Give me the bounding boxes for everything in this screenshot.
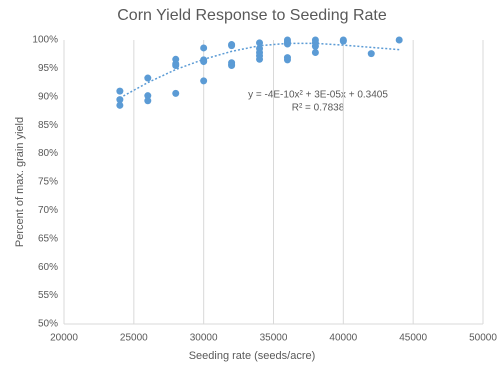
x-tick-label: 20000 bbox=[50, 333, 78, 344]
x-tick-label: 30000 bbox=[190, 333, 218, 344]
y-tick-label: 65% bbox=[38, 233, 58, 244]
y-tick-label: 90% bbox=[38, 91, 58, 102]
x-tick-label: 25000 bbox=[120, 333, 148, 344]
data-point bbox=[172, 62, 180, 70]
y-tick-label: 100% bbox=[32, 35, 58, 46]
trendline-equation: y = -4E-10x² + 3E-05x + 0.3405 bbox=[248, 90, 388, 101]
data-point bbox=[116, 96, 124, 104]
data-point bbox=[200, 58, 208, 66]
data-point bbox=[256, 39, 264, 47]
data-point bbox=[367, 50, 375, 58]
r-squared: R² = 0.7838 bbox=[292, 103, 345, 114]
x-tick-label: 45000 bbox=[399, 333, 427, 344]
data-point bbox=[116, 101, 124, 109]
x-tick-label: 40000 bbox=[329, 333, 357, 344]
data-point bbox=[200, 77, 208, 85]
data-point bbox=[339, 37, 347, 45]
y-tick-label: 75% bbox=[38, 177, 58, 188]
data-point bbox=[116, 87, 124, 95]
y-axis-title: Percent of max. grain yield bbox=[14, 117, 26, 247]
y-tick-label: 55% bbox=[38, 290, 58, 301]
data-point bbox=[395, 36, 403, 44]
data-point bbox=[144, 92, 152, 100]
y-tick-label: 95% bbox=[38, 63, 58, 74]
x-tick-label: 35000 bbox=[260, 333, 288, 344]
data-point bbox=[228, 62, 236, 70]
data-point bbox=[311, 48, 319, 56]
data-point bbox=[144, 74, 152, 82]
x-axis-title: Seeding rate (seeds/acre) bbox=[189, 350, 316, 362]
data-point bbox=[283, 56, 291, 64]
y-tick-label: 85% bbox=[38, 120, 58, 131]
y-tick-label: 60% bbox=[38, 262, 58, 273]
data-point bbox=[256, 55, 264, 63]
y-tick-label: 50% bbox=[38, 319, 58, 330]
trendline bbox=[119, 42, 400, 99]
y-tick-label: 70% bbox=[38, 205, 58, 216]
data-point bbox=[311, 42, 319, 50]
data-point bbox=[144, 97, 152, 105]
chart-title: Corn Yield Response to Seeding Rate bbox=[117, 7, 387, 24]
data-point bbox=[172, 89, 180, 97]
data-point bbox=[228, 42, 236, 50]
y-tick-label: 80% bbox=[38, 148, 58, 159]
data-point bbox=[200, 44, 208, 52]
x-tick-label: 50000 bbox=[469, 333, 497, 344]
